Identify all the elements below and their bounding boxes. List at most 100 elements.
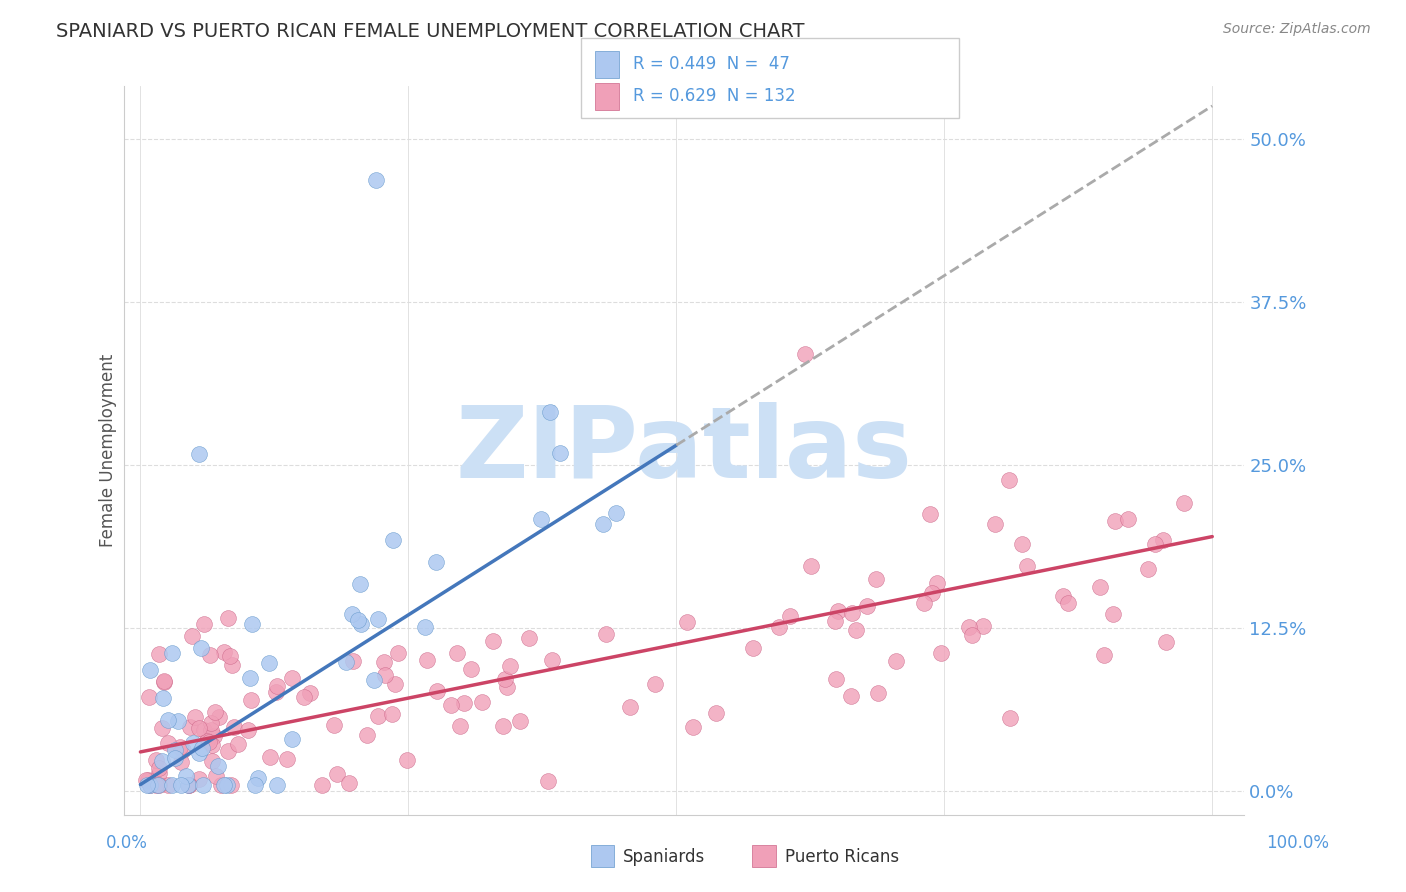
Point [281, 731, 304, 746]
Point [138, 772, 160, 787]
Point [172, 743, 194, 757]
Point [426, 684, 449, 698]
Point [1104, 514, 1126, 528]
Point [350, 617, 373, 632]
Point [152, 691, 174, 706]
Point [136, 778, 159, 792]
Text: Source: ZipAtlas.com: Source: ZipAtlas.com [1223, 22, 1371, 37]
Point [425, 555, 447, 569]
Point [595, 627, 617, 641]
Point [1057, 596, 1080, 610]
Point [292, 690, 315, 704]
Point [367, 612, 389, 626]
Point [373, 655, 395, 669]
Point [1011, 537, 1033, 551]
Point [264, 684, 287, 698]
Point [150, 755, 173, 769]
Point [150, 721, 173, 735]
Point [382, 533, 405, 548]
Point [183, 709, 205, 723]
Point [326, 767, 349, 781]
Point [148, 766, 170, 780]
Text: Puerto Ricans: Puerto Ricans [785, 848, 898, 866]
Point [148, 778, 170, 792]
Y-axis label: Female Unemployment: Female Unemployment [100, 354, 117, 547]
Point [800, 558, 823, 573]
Point [356, 728, 378, 742]
Point [413, 619, 436, 633]
Point [177, 778, 200, 792]
Point [239, 693, 262, 707]
Point [494, 672, 516, 686]
Point [138, 690, 160, 705]
Point [927, 575, 949, 590]
Point [181, 736, 204, 750]
Point [188, 746, 211, 760]
Point [605, 506, 627, 520]
Point [471, 695, 494, 709]
Point [509, 714, 531, 728]
Point [550, 446, 572, 460]
Point [153, 674, 176, 689]
Point [187, 721, 209, 735]
Point [921, 586, 943, 600]
Point [482, 634, 505, 648]
Point [135, 772, 157, 787]
Point [865, 573, 887, 587]
Point [983, 516, 1005, 531]
Point [170, 756, 193, 770]
Point [157, 778, 180, 792]
Point [540, 405, 562, 419]
Point [1116, 512, 1139, 526]
Point [929, 646, 952, 660]
Point [204, 705, 226, 719]
Point [592, 516, 614, 531]
Point [453, 696, 475, 710]
Point [540, 652, 562, 666]
Point [266, 679, 288, 693]
Point [236, 723, 259, 737]
Point [188, 447, 211, 461]
Text: 0.0%: 0.0% [105, 834, 148, 852]
Point [918, 507, 941, 521]
Point [962, 628, 984, 642]
Point [704, 706, 727, 720]
Point [449, 719, 471, 733]
Point [152, 674, 174, 689]
Point [342, 654, 364, 668]
Point [1102, 607, 1125, 622]
Point [827, 604, 849, 618]
Point [335, 655, 357, 669]
Point [298, 686, 321, 700]
Point [156, 736, 179, 750]
Text: R = 0.629  N = 132: R = 0.629 N = 132 [633, 87, 796, 105]
Point [340, 607, 363, 621]
Point [912, 596, 935, 610]
Point [259, 750, 281, 764]
Point [1092, 648, 1115, 662]
Point [169, 739, 191, 754]
Point [619, 699, 641, 714]
Text: SPANIARD VS PUERTO RICAN FEMALE UNEMPLOYMENT CORRELATION CHART: SPANIARD VS PUERTO RICAN FEMALE UNEMPLOY… [56, 22, 804, 41]
Point [1088, 580, 1111, 594]
Point [266, 778, 288, 792]
Point [246, 771, 269, 785]
Point [779, 608, 801, 623]
Point [530, 512, 553, 526]
Point [416, 653, 439, 667]
Point [311, 778, 333, 792]
Point [676, 615, 699, 630]
Point [387, 646, 409, 660]
Point [138, 778, 160, 792]
Point [181, 628, 204, 642]
Point [1143, 537, 1166, 551]
Point [374, 667, 396, 681]
Point [824, 614, 846, 628]
Point [174, 769, 197, 783]
Point [157, 713, 180, 727]
Point [148, 761, 170, 775]
Point [395, 753, 418, 767]
Point [191, 741, 214, 756]
Point [145, 778, 167, 792]
Point [998, 473, 1021, 487]
